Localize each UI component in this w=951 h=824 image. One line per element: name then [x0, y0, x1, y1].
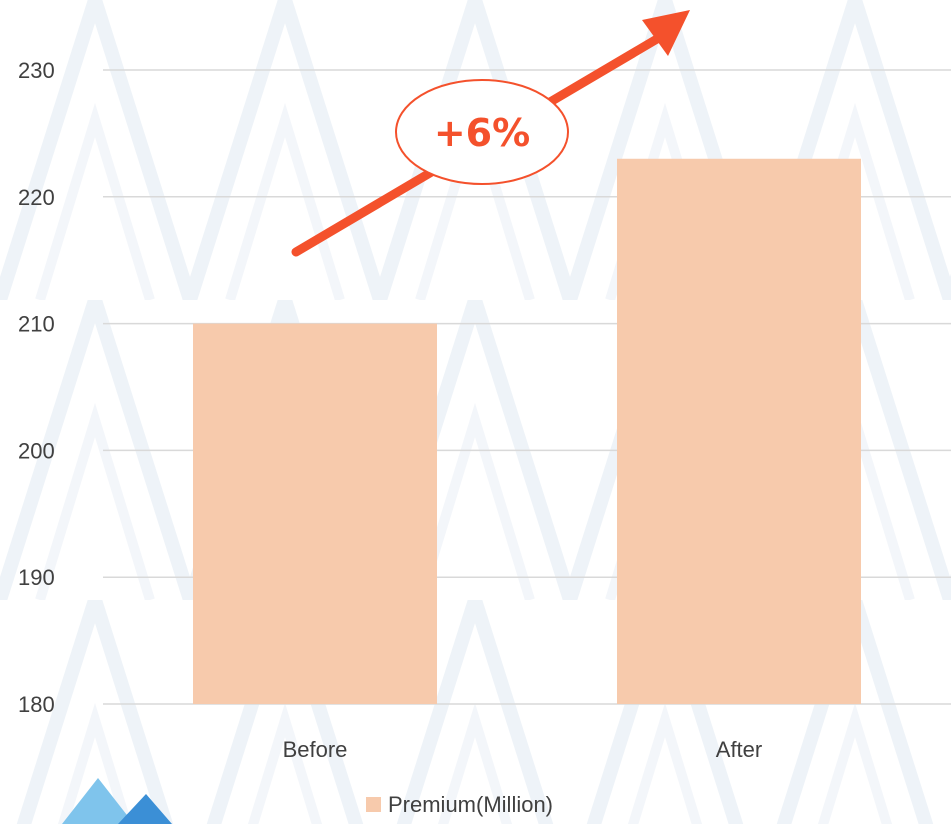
y-tick-label: 180	[18, 692, 55, 717]
bar-after	[617, 158, 861, 704]
bars	[193, 158, 861, 704]
legend-swatch	[366, 797, 381, 812]
growth-badge	[395, 79, 569, 185]
x-axis-categories: Before After	[283, 737, 763, 762]
legend-label: Premium(Million)	[388, 792, 553, 817]
y-tick-label: 220	[18, 185, 55, 210]
mountain-logo-icon	[62, 778, 172, 824]
y-axis-ticks: 180 190 200 210 220 230	[18, 58, 55, 717]
y-tick-label: 200	[18, 438, 55, 463]
x-category-label: Before	[283, 737, 348, 762]
y-tick-label: 230	[18, 58, 55, 83]
y-tick-label: 190	[18, 565, 55, 590]
bar-before	[193, 323, 437, 704]
legend: Premium(Million)	[366, 792, 553, 817]
growth-annotation: +6%	[291, 10, 690, 257]
x-category-label: After	[716, 737, 762, 762]
y-tick-label: 210	[18, 312, 55, 337]
growth-badge-label: +6%	[434, 111, 530, 155]
